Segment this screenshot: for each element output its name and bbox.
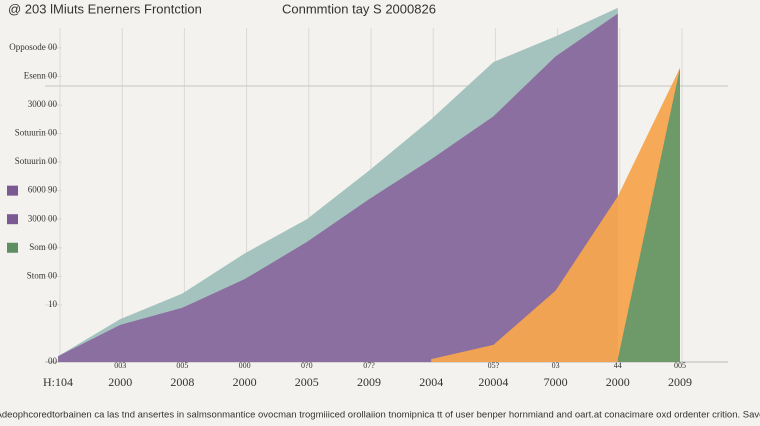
y-tick-label: 3000 00 (28, 213, 58, 223)
x-tick-sublabel: 005 (176, 361, 188, 370)
y-tick-label: 3000 00 (28, 99, 58, 109)
y-tick-label: 00 (48, 356, 58, 366)
x-tick-label: 7000 (544, 375, 568, 389)
x-tick-sublabel: 44 (614, 361, 622, 370)
y-tick-label: Stom 00 (27, 270, 58, 280)
caption: Adeophcoredtorbainen ca las tnd ansertes… (0, 410, 760, 421)
x-tick-label: 2000 (233, 375, 257, 389)
x-tick-label: 2004 (419, 375, 443, 389)
x-tick-label: 20004 (478, 375, 508, 389)
x-tick-sublabel: 0?0 (301, 361, 313, 370)
y-tick-label: Opposode 00 (9, 42, 57, 52)
y-tick-label: Sotuurin 00 (15, 128, 58, 138)
x-tick-label: H:104 (43, 375, 73, 389)
x-tick-sublabel: 05? (488, 361, 500, 370)
chart-title: @ 203 lMiuts Enerners Frontction (8, 1, 202, 16)
x-tick-label: 2009 (357, 375, 381, 389)
x-tick-sublabel: 03 (552, 361, 560, 370)
y-tick-label: Sotuurin 00 (15, 156, 58, 166)
chart-subtitle: Conmmtion tay S 2000826 (282, 1, 436, 16)
area (58, 13, 618, 363)
x-tick-sublabel: 003 (114, 361, 126, 370)
area (431, 67, 680, 362)
x-tick-label: 2000 (606, 375, 630, 389)
y-tick-label: 10 (48, 299, 58, 309)
legend-swatch (7, 214, 18, 225)
y-tick-label: 6000 90 (28, 185, 58, 195)
x-tick-sublabel: 07? (363, 361, 375, 370)
x-tick-label: 2009 (668, 375, 692, 389)
x-tick-sublabel: 000 (239, 361, 251, 370)
area (617, 67, 680, 362)
x-tick-label: 2005 (295, 375, 319, 389)
x-tick-label: 2000 (108, 375, 132, 389)
y-tick-label: Som 00 (29, 242, 57, 252)
x-tick-label: 2008 (170, 375, 194, 389)
legend-swatch (7, 185, 18, 196)
x-tick-sublabel: 005 (674, 361, 686, 370)
legend-swatch (7, 242, 18, 253)
y-tick-label: Esenn 00 (24, 70, 58, 80)
